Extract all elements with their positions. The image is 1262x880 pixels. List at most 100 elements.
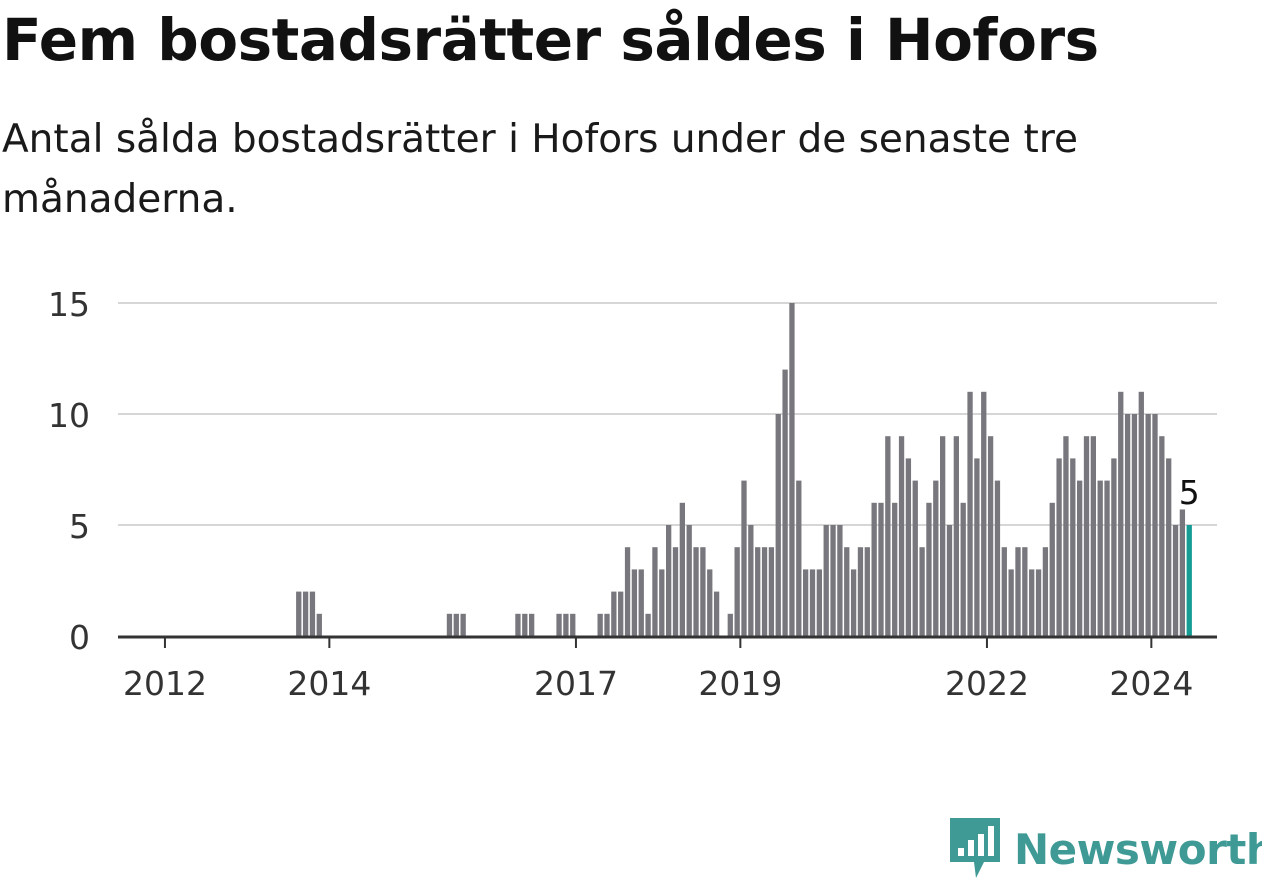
x-tick-label: 2014 (287, 664, 371, 703)
bar (803, 569, 809, 636)
bar (727, 613, 733, 636)
bar (1166, 458, 1172, 636)
bar (892, 502, 898, 636)
bar (761, 547, 768, 636)
bar (679, 502, 685, 636)
bar (522, 613, 528, 636)
bar (919, 547, 925, 636)
page-subtitle: Antal sålda bostadsrätter i Hofors under… (2, 117, 1078, 222)
bar (809, 569, 816, 636)
bar (1097, 480, 1103, 636)
bar (686, 525, 692, 636)
bar (1049, 502, 1055, 636)
bar (946, 525, 953, 636)
bar (775, 414, 781, 636)
bar (1138, 391, 1144, 636)
bar (693, 547, 699, 636)
bar (994, 480, 1001, 636)
bar (905, 458, 912, 636)
bar (796, 480, 802, 636)
bar (611, 591, 617, 636)
y-tick-label: 5 (69, 507, 90, 546)
bar (1104, 480, 1110, 636)
bar (672, 547, 679, 636)
bar (570, 613, 576, 636)
grid-lines (118, 302, 1217, 526)
bar (309, 591, 316, 636)
bar (652, 547, 658, 636)
bar (967, 391, 973, 636)
newsworthy-logo-icon (950, 818, 1000, 878)
bar (953, 436, 959, 636)
bar (1118, 391, 1124, 636)
bar (529, 613, 535, 636)
bar (1083, 436, 1090, 636)
bar (987, 436, 994, 636)
bar (645, 613, 651, 636)
bar (748, 525, 754, 636)
bar (453, 613, 459, 636)
bar (789, 303, 795, 636)
bar (446, 613, 453, 636)
bar (837, 525, 843, 636)
bar (755, 547, 761, 636)
bar (460, 613, 466, 636)
last-value-label: 5 (1179, 473, 1200, 512)
y-tick-label: 0 (69, 618, 90, 657)
page-title: Fem bostadsrätter såldes i Hofors (2, 6, 1099, 74)
bar (659, 569, 665, 636)
x-tick-label: 2012 (123, 664, 207, 703)
bar (933, 480, 939, 636)
bar (1131, 414, 1138, 636)
bar (666, 525, 672, 636)
bar (885, 436, 891, 636)
x-axis-ticks: 2012 2014 2017 2019 2022 2024 (123, 636, 1193, 703)
bar (823, 525, 829, 636)
bar (926, 502, 932, 636)
brand-logo: Newsworthy (950, 818, 1262, 880)
bar (1179, 509, 1186, 636)
bar (940, 436, 946, 636)
bar-highlighted (1186, 525, 1192, 636)
bar (844, 547, 850, 636)
bar (1070, 458, 1076, 636)
bar (741, 480, 747, 636)
x-tick-label: 2019 (698, 664, 782, 703)
bar (864, 547, 870, 636)
bar (1042, 547, 1049, 636)
bar (707, 569, 713, 636)
bar (981, 391, 987, 636)
bar (1145, 414, 1151, 636)
bar (898, 436, 905, 636)
bar (556, 613, 562, 636)
y-tick-label: 10 (48, 396, 90, 435)
bar (1063, 436, 1069, 636)
bar (624, 547, 631, 636)
bar (1008, 569, 1014, 636)
bar (563, 613, 569, 636)
bar (912, 480, 918, 636)
y-tick-label: 15 (48, 285, 90, 324)
bar (631, 569, 638, 636)
bar (816, 569, 822, 636)
bar (302, 591, 309, 636)
bar (1124, 414, 1131, 636)
bar (1001, 547, 1007, 636)
bar (878, 502, 884, 636)
bar (1172, 525, 1179, 636)
bar (296, 591, 302, 636)
bar (1159, 436, 1165, 636)
bar (734, 547, 740, 636)
bar (604, 613, 610, 636)
brand-name: Newsworthy (1014, 824, 1262, 874)
x-tick-label: 2024 (1109, 664, 1193, 703)
bar (1090, 436, 1096, 636)
x-tick-label: 2022 (945, 664, 1029, 703)
bar (857, 547, 864, 636)
x-tick-label: 2017 (534, 664, 618, 703)
bar (1152, 414, 1158, 636)
bar (713, 591, 720, 636)
bar (597, 613, 603, 636)
bar (316, 613, 322, 636)
